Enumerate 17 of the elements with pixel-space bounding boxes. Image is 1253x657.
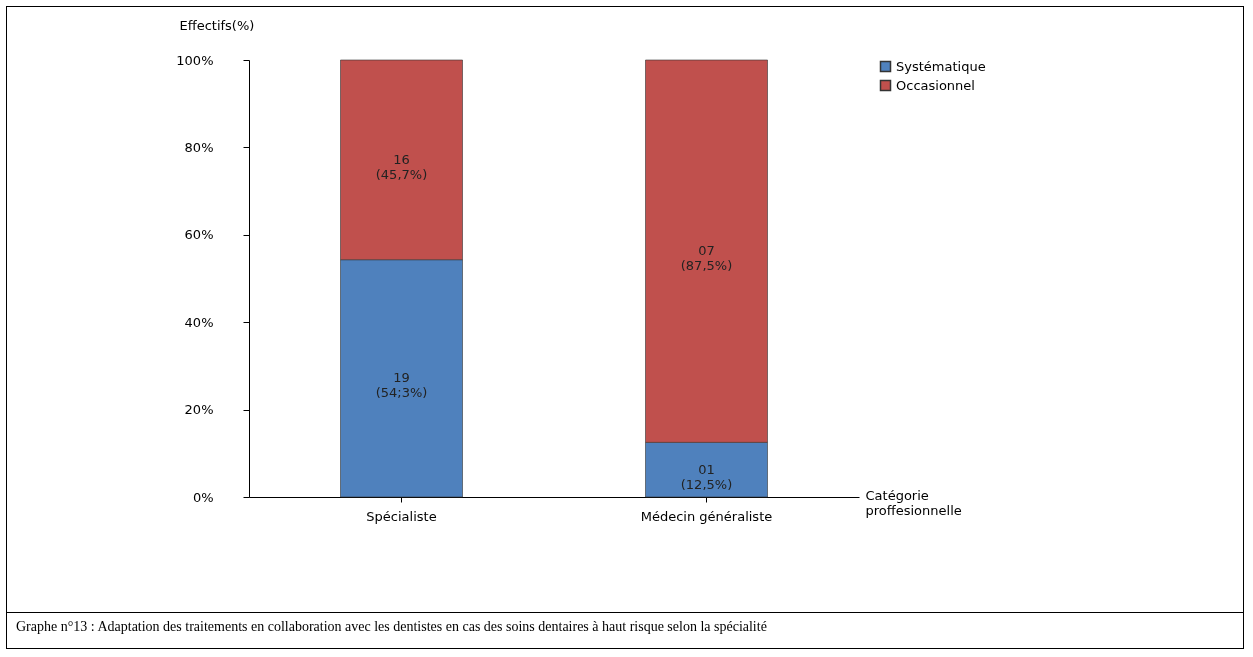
text: Graphe n°13 : Adaptation des traitements en collaboration avec les dentistes en cas des soins dentaires à haut risque selon la spécialité [16,619,768,635]
y-axis-title: Effectifs(%) [179,17,255,33]
x-axis-title: Catégorie proffesionnelle [865,487,962,518]
y-tick-label: 0% [192,489,214,505]
legend-label: Occasionnel [896,77,975,93]
y-tick-label: 20% [184,402,214,418]
data-label: 16 (45,7%) [375,151,428,182]
y-tick-label: 40% [184,314,214,330]
y-tick-label: 80% [184,139,214,155]
y-tick-label: 60% [184,227,214,243]
legend-label: Systématique [896,58,986,74]
y-tick-label: 100% [176,52,214,68]
data-label: 07 (87,5%) [680,243,733,274]
x-tick-label: Spécialiste [366,508,437,524]
x-tick-label: Médecin généraliste [640,508,773,524]
data-label: 01 (12,5%) [680,461,733,492]
data-label: 19 (54;3%) [375,370,428,401]
